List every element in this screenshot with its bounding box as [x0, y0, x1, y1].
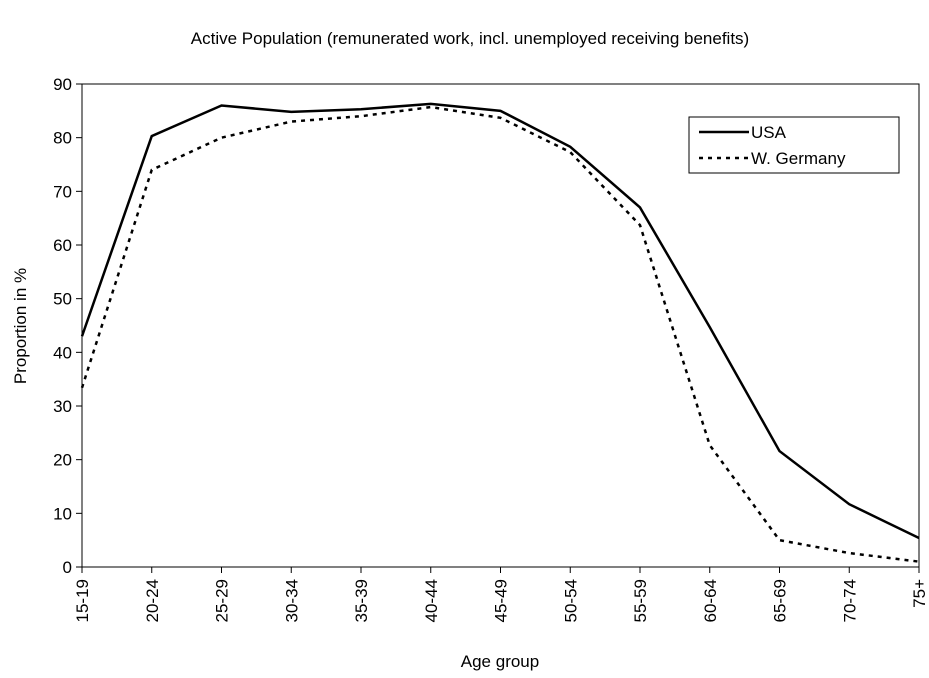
- y-tick-label: 10: [53, 504, 72, 523]
- x-axis-label: Age group: [461, 652, 539, 671]
- chart-title: Active Population (remunerated work, inc…: [191, 29, 749, 48]
- y-tick-label: 60: [53, 236, 72, 255]
- legend-label: USA: [751, 123, 787, 142]
- x-tick-label: 15-19: [73, 579, 92, 622]
- series-line: [80, 105, 920, 563]
- y-tick-label: 0: [63, 558, 72, 577]
- x-tick-label: 65-69: [771, 579, 790, 622]
- y-tick-label: 40: [53, 343, 72, 362]
- legend-box: [688, 116, 900, 174]
- x-tick-label: 30-34: [282, 579, 301, 622]
- y-tick-label: 70: [53, 182, 72, 201]
- y-tick-label: 20: [53, 451, 72, 470]
- x-tick-label: 75+: [910, 579, 929, 608]
- x-tick-label: 25-29: [213, 579, 232, 622]
- legend-label: W. Germany: [751, 149, 846, 168]
- series-line: [80, 102, 920, 540]
- y-tick-label: 50: [53, 290, 72, 309]
- x-tick-label: 40-44: [422, 579, 441, 622]
- y-tick-label: 90: [53, 75, 72, 94]
- x-tick-label: 55-59: [631, 579, 650, 622]
- x-tick-label: 70-74: [840, 579, 859, 622]
- x-tick-label: 60-64: [701, 579, 720, 622]
- x-tick-label: 20-24: [143, 579, 162, 622]
- y-tick-label: 30: [53, 397, 72, 416]
- x-tick-label: 35-39: [352, 579, 371, 622]
- y-axis-label: Proportion in %: [11, 268, 30, 384]
- x-tick-label: 50-54: [561, 579, 580, 622]
- x-tick-label: 45-49: [492, 579, 511, 622]
- y-tick-label: 80: [53, 129, 72, 148]
